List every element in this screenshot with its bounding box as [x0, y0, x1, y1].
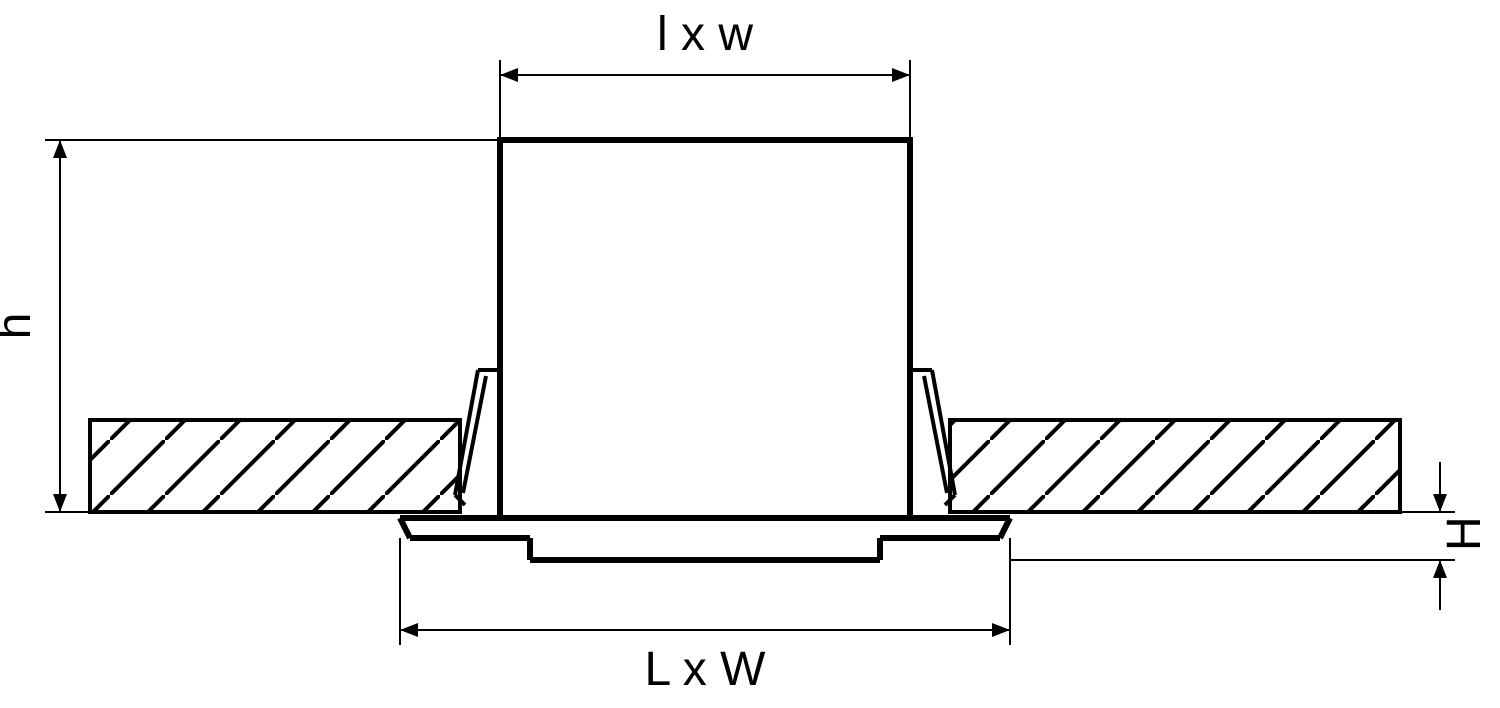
dimension-label: L x W	[645, 643, 767, 696]
dimension-label: H	[1438, 516, 1491, 551]
ceiling-panel-section	[950, 420, 1400, 512]
ceiling-panel-section	[90, 420, 460, 512]
dimension-label: l x w	[657, 8, 753, 61]
technical-drawing: l x w L x W h H	[0, 0, 1500, 708]
dimension-label: h	[0, 313, 41, 340]
